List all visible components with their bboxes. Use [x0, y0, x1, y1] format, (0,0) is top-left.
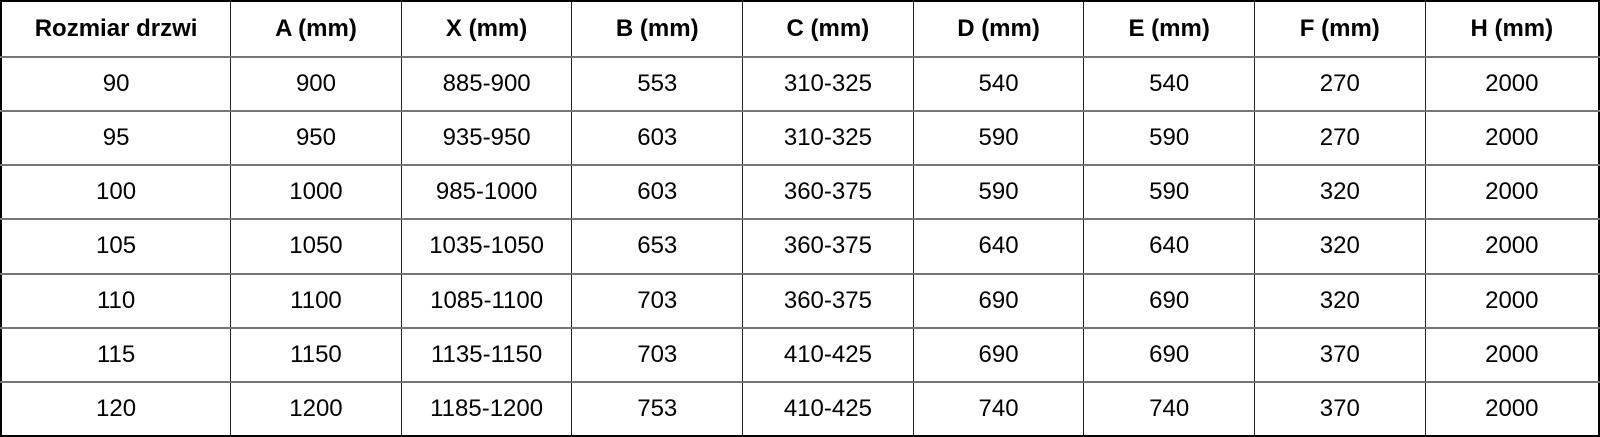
table-cell: 310-325: [742, 110, 914, 166]
table-row: 120 1200 1185-1200 753 410-425 740 740 370 2000: [0, 380, 1600, 436]
column-header-rozmiar-drzwi: Rozmiar drzwi: [0, 1, 232, 58]
table-cell: 370: [1253, 326, 1426, 382]
table-cell: 410-425: [742, 326, 914, 382]
table-header-row: Rozmiar drzwi A (mm) X (mm) B (mm) C (mm…: [0, 1, 1600, 58]
table-cell: 690: [912, 326, 1085, 382]
table-cell: 590: [912, 164, 1085, 220]
table-cell: 320: [1253, 272, 1426, 328]
table-cell: 885-900: [400, 57, 573, 112]
table-cell: 100: [0, 164, 232, 220]
table-cell: 360-375: [742, 272, 914, 328]
column-header-h-mm: H (mm): [1424, 1, 1600, 58]
table-cell: 703: [571, 326, 744, 382]
column-header-f-mm: F (mm): [1253, 1, 1426, 58]
table-cell: 640: [1083, 218, 1255, 274]
table-cell: 360-375: [742, 164, 914, 220]
table-cell: 740: [912, 380, 1085, 436]
table-cell: 900: [230, 57, 402, 112]
table-cell: 590: [1083, 110, 1255, 166]
table-cell: 2000: [1424, 218, 1600, 274]
column-header-d-mm: D (mm): [912, 1, 1085, 58]
table-cell: 603: [571, 110, 744, 166]
table-cell: 1100: [230, 272, 402, 328]
table-cell: 985-1000: [400, 164, 573, 220]
table-cell: 2000: [1424, 380, 1600, 436]
table-cell: 1185-1200: [400, 380, 573, 436]
column-header-e-mm: E (mm): [1083, 1, 1255, 58]
column-header-b-mm: B (mm): [571, 1, 744, 58]
table-cell: 540: [1083, 57, 1255, 112]
table-cell: 115: [0, 326, 232, 382]
table-cell: 935-950: [400, 110, 573, 166]
table-cell: 2000: [1424, 326, 1600, 382]
table-row: 95 950 935-950 603 310-325 590 590 270 2000: [0, 110, 1600, 166]
table-row: 105 1050 1035-1050 653 360-375 640 640 320 2000: [0, 218, 1600, 274]
table-cell: 370: [1253, 380, 1426, 436]
table-cell: 270: [1253, 57, 1426, 112]
table-cell: 95: [0, 110, 232, 166]
table-cell: 1200: [230, 380, 402, 436]
column-header-a-mm: A (mm): [230, 1, 402, 58]
table-cell: 360-375: [742, 218, 914, 274]
table-cell: 740: [1083, 380, 1255, 436]
table-cell: 270: [1253, 110, 1426, 166]
table-cell: 110: [0, 272, 232, 328]
table-cell: 1000: [230, 164, 402, 220]
table-row: 90 900 885-900 553 310-325 540 540 270 2000: [0, 57, 1600, 112]
table-cell: 1050: [230, 218, 402, 274]
table-cell: 120: [0, 380, 232, 436]
table-row: 110 1100 1085-1100 703 360-375 690 690 320 2000: [0, 272, 1600, 328]
table-cell: 690: [912, 272, 1085, 328]
table-cell: 640: [912, 218, 1085, 274]
table-cell: 950: [230, 110, 402, 166]
table-cell: 590: [1083, 164, 1255, 220]
table-cell: 90: [0, 57, 232, 112]
table-cell: 320: [1253, 218, 1426, 274]
table-cell: 690: [1083, 272, 1255, 328]
table-cell: 653: [571, 218, 744, 274]
table-cell: 753: [571, 380, 744, 436]
table-cell: 703: [571, 272, 744, 328]
column-header-c-mm: C (mm): [742, 1, 914, 58]
table-cell: 1135-1150: [400, 326, 573, 382]
table-cell: 310-325: [742, 57, 914, 112]
table-cell: 540: [912, 57, 1085, 112]
table-cell: 1085-1100: [400, 272, 573, 328]
column-header-x-mm: X (mm): [400, 1, 573, 58]
table-cell: 2000: [1424, 57, 1600, 112]
table-cell: 603: [571, 164, 744, 220]
table-cell: 320: [1253, 164, 1426, 220]
table-cell: 105: [0, 218, 232, 274]
table-cell: 410-425: [742, 380, 914, 436]
table-cell: 1035-1050: [400, 218, 573, 274]
table-row: 115 1150 1135-1150 703 410-425 690 690 370 2000: [0, 326, 1600, 382]
table-row: 100 1000 985-1000 603 360-375 590 590 320 2000: [0, 164, 1600, 220]
table-cell: 2000: [1424, 272, 1600, 328]
table-header: Rozmiar drzwi A (mm) X (mm) B (mm) C (mm…: [0, 1, 1600, 58]
table-cell: 590: [912, 110, 1085, 166]
table-cell: 2000: [1424, 164, 1600, 220]
table-cell: 690: [1083, 326, 1255, 382]
table-cell: 553: [571, 57, 744, 112]
table-cell: 2000: [1424, 110, 1600, 166]
table-cell: 1150: [230, 326, 402, 382]
table-body: 90 900 885-900 553 310-325 540 540 270 2000 95 950…: [0, 57, 1600, 436]
